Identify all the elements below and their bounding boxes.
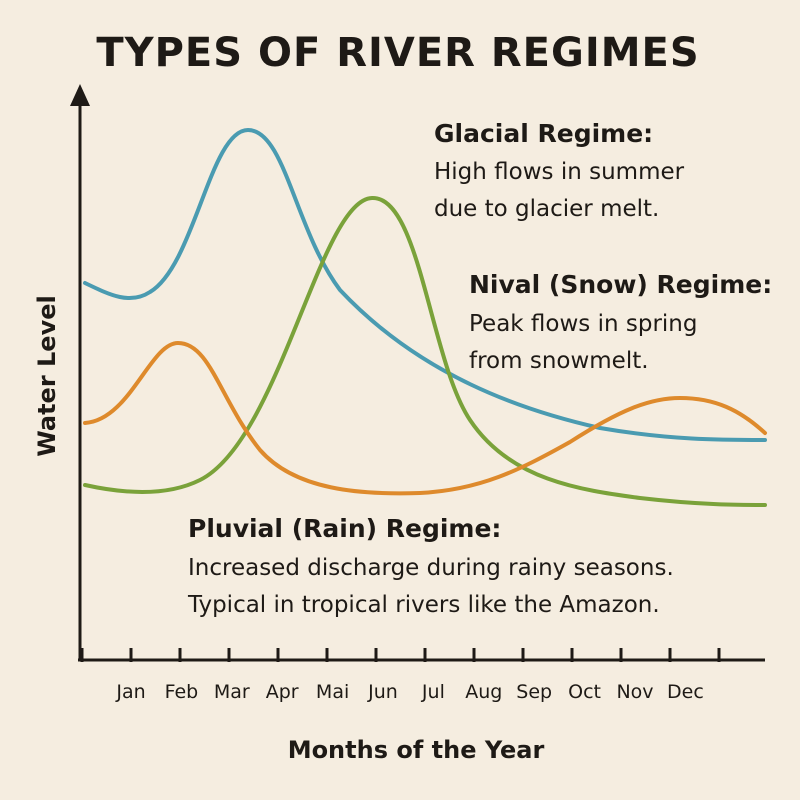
x-tick-label-nov: Nov <box>616 681 653 703</box>
x-tick-label-jan: Jan <box>115 681 145 703</box>
x-tick-label-aug: Aug <box>465 681 502 703</box>
chart-title: TYPES OF RIVER REGIMES <box>96 30 699 76</box>
annotation-glacial: Glacial Regime: High flows in summer due… <box>434 119 685 222</box>
annotation-nival-line-1: Peak flows in spring <box>469 311 697 337</box>
annotation-pluvial-title: Pluvial (Rain) Regime: <box>188 514 501 543</box>
series-lines <box>83 127 767 507</box>
annotation-nival-title: Nival (Snow) Regime: <box>469 270 772 299</box>
annotation-pluvial-line-1: Increased discharge during rainy seasons… <box>188 555 674 581</box>
y-axis-label: Water Level <box>33 295 61 456</box>
annotation-pluvial-line-2: Typical in tropical rivers like the Amaz… <box>187 592 660 618</box>
x-axis-label: Months of the Year <box>288 736 545 764</box>
annotation-glacial-line-2: due to glacier melt. <box>434 196 659 222</box>
y-axis-arrowhead <box>70 84 90 106</box>
series-line-pluvial <box>83 340 767 496</box>
x-axis-ticks <box>80 648 721 662</box>
x-tick-label-mai: Mai <box>316 681 349 703</box>
x-tick-labels: Jan Feb Mar Apr Mai Jun Jul Aug Sep Oct Nov Dec <box>115 681 703 703</box>
x-tick-label-jul: Jul <box>421 681 445 703</box>
x-tick-label-apr: Apr <box>266 681 299 703</box>
annotation-glacial-line-1: High flows in summer <box>434 159 685 185</box>
x-tick-label-mar: Mar <box>214 681 250 703</box>
x-tick-label-feb: Feb <box>165 681 199 703</box>
annotation-pluvial: Pluvial (Rain) Regime: Increased dischar… <box>187 514 674 618</box>
annotation-nival: Nival (Snow) Regime: Peak flows in sprin… <box>469 270 772 374</box>
series-line-nival <box>83 195 767 507</box>
x-tick-label-sep: Sep <box>516 681 552 703</box>
annotation-nival-line-2: from snowmelt. <box>469 348 649 374</box>
series-line-glacial <box>83 127 767 442</box>
axes <box>70 84 765 662</box>
x-tick-label-oct: Oct <box>568 681 601 703</box>
x-tick-label-dec: Dec <box>667 681 704 703</box>
annotation-glacial-title: Glacial Regime: <box>434 119 653 148</box>
x-tick-label-jun: Jun <box>367 681 398 703</box>
